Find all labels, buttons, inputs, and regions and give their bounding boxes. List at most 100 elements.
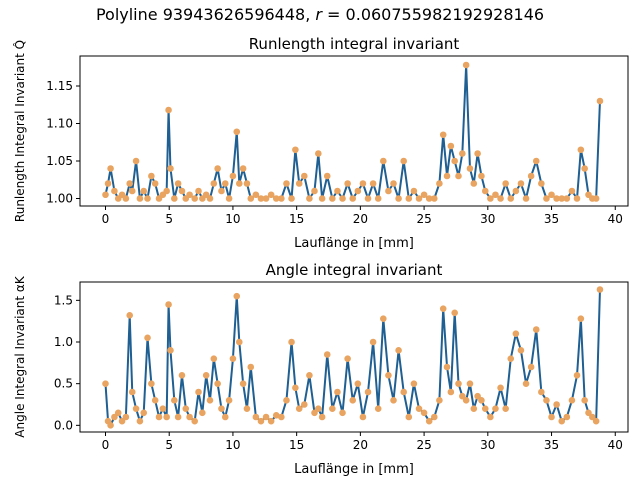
x-tick-label: 15 xyxy=(289,438,304,452)
x-tick-label: 20 xyxy=(353,212,368,226)
data-point xyxy=(497,384,504,392)
data-point xyxy=(171,397,178,404)
data-point xyxy=(349,195,357,202)
y-tick-label: 1.5 xyxy=(54,293,73,307)
data-point xyxy=(459,150,466,157)
data-point xyxy=(159,405,167,412)
data-point xyxy=(155,413,163,421)
data-point xyxy=(140,409,148,417)
data-point xyxy=(323,172,331,180)
data-point xyxy=(163,187,170,195)
data-point xyxy=(107,165,114,172)
data-point xyxy=(199,195,206,202)
data-point xyxy=(102,380,109,387)
x-tick-label: 30 xyxy=(480,212,495,226)
data-point xyxy=(395,347,402,354)
data-point xyxy=(487,413,494,421)
data-point xyxy=(581,165,588,172)
data-point xyxy=(596,97,604,105)
x-tick-label: 35 xyxy=(544,212,559,226)
data-point xyxy=(548,191,555,199)
data-point xyxy=(374,405,382,412)
data-point xyxy=(221,413,229,421)
data-point xyxy=(292,146,299,154)
data-point xyxy=(262,413,270,421)
data-point xyxy=(430,413,438,421)
data-point xyxy=(118,417,126,425)
data-point xyxy=(527,172,535,180)
data-point xyxy=(182,405,190,412)
data-point xyxy=(420,409,428,417)
data-point xyxy=(568,397,576,404)
data-point xyxy=(385,187,392,195)
data-point xyxy=(167,165,174,172)
data-point xyxy=(243,405,251,412)
data-point xyxy=(318,413,326,421)
data-point xyxy=(512,187,520,195)
data-point xyxy=(167,347,174,354)
data-point xyxy=(492,191,499,199)
data-point xyxy=(262,195,270,202)
data-point xyxy=(455,380,462,387)
data-point xyxy=(111,413,118,421)
x-tick-label: 25 xyxy=(416,438,431,452)
data-point xyxy=(385,372,392,379)
data-point xyxy=(596,286,604,293)
data-point xyxy=(339,409,346,417)
axes-frame xyxy=(79,281,629,433)
data-point xyxy=(132,405,140,412)
data-point xyxy=(581,397,588,404)
x-axis-label: Lauflänge in [mm] xyxy=(294,236,414,251)
data-point xyxy=(466,165,474,172)
data-point xyxy=(306,372,313,379)
data-point xyxy=(288,195,295,202)
data-point xyxy=(487,195,494,202)
data-point xyxy=(415,195,423,202)
data-point xyxy=(206,195,214,202)
data-point xyxy=(122,413,130,421)
data-point xyxy=(344,180,351,187)
data-point xyxy=(420,191,428,199)
data-point xyxy=(430,195,438,202)
data-point xyxy=(288,338,295,346)
data-point xyxy=(102,191,109,199)
data-point xyxy=(136,417,144,425)
data-point xyxy=(443,172,451,180)
data-point xyxy=(128,187,136,195)
data-point xyxy=(478,172,485,180)
data-point xyxy=(532,157,540,165)
data-point xyxy=(395,195,402,202)
axes-frame xyxy=(79,55,629,207)
data-point xyxy=(202,191,210,199)
data-point xyxy=(478,397,485,404)
data-point xyxy=(497,195,504,202)
data-point xyxy=(410,380,418,387)
data-point xyxy=(573,372,581,379)
data-point xyxy=(229,355,237,362)
x-tick-label: 0 xyxy=(102,438,110,452)
data-point xyxy=(589,413,596,421)
data-point xyxy=(229,172,237,180)
series-line xyxy=(104,289,601,427)
data-point xyxy=(239,380,247,387)
data-point xyxy=(247,195,255,202)
data-point xyxy=(252,191,260,199)
data-point xyxy=(462,61,470,69)
data-point xyxy=(174,180,182,187)
data-point xyxy=(233,292,241,300)
data-point xyxy=(436,397,443,404)
data-point xyxy=(568,187,576,195)
data-point xyxy=(243,180,251,187)
x-tick-label: 0 xyxy=(102,212,110,226)
data-point xyxy=(195,187,202,195)
y-tick-label: 1.10 xyxy=(46,117,73,131)
data-point xyxy=(151,397,159,404)
y-tick-label: 0.0 xyxy=(54,418,73,432)
data-point xyxy=(178,372,186,379)
data-point xyxy=(374,195,382,202)
x-tick-label: 20 xyxy=(353,438,368,452)
data-point xyxy=(474,392,481,400)
x-tick-label: 40 xyxy=(608,438,623,452)
data-point xyxy=(178,187,186,195)
data-point xyxy=(311,409,318,417)
